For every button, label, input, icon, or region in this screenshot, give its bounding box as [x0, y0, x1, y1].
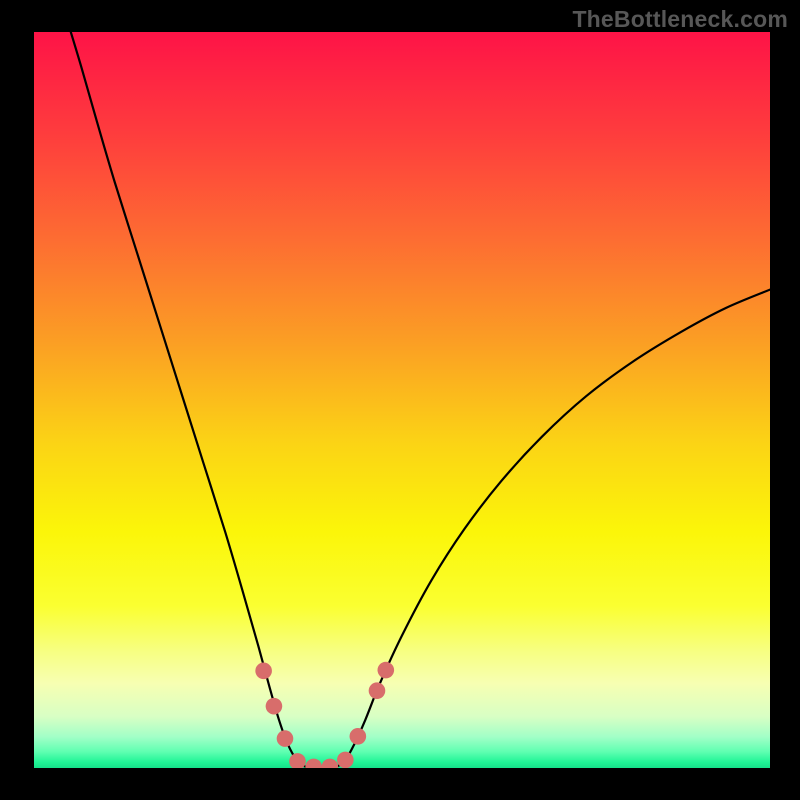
curve-marker	[277, 730, 294, 747]
curve-marker	[337, 752, 354, 768]
curve-marker	[369, 682, 386, 699]
curve-marker	[350, 728, 367, 745]
curve-marker	[378, 662, 395, 679]
chart-container: TheBottleneck.com	[0, 0, 800, 800]
plot-area	[34, 32, 770, 768]
curve-marker	[266, 698, 283, 715]
curve-marker	[255, 663, 272, 680]
chart-svg	[34, 32, 770, 768]
watermark-text: TheBottleneck.com	[572, 6, 788, 33]
gradient-background	[34, 32, 770, 768]
